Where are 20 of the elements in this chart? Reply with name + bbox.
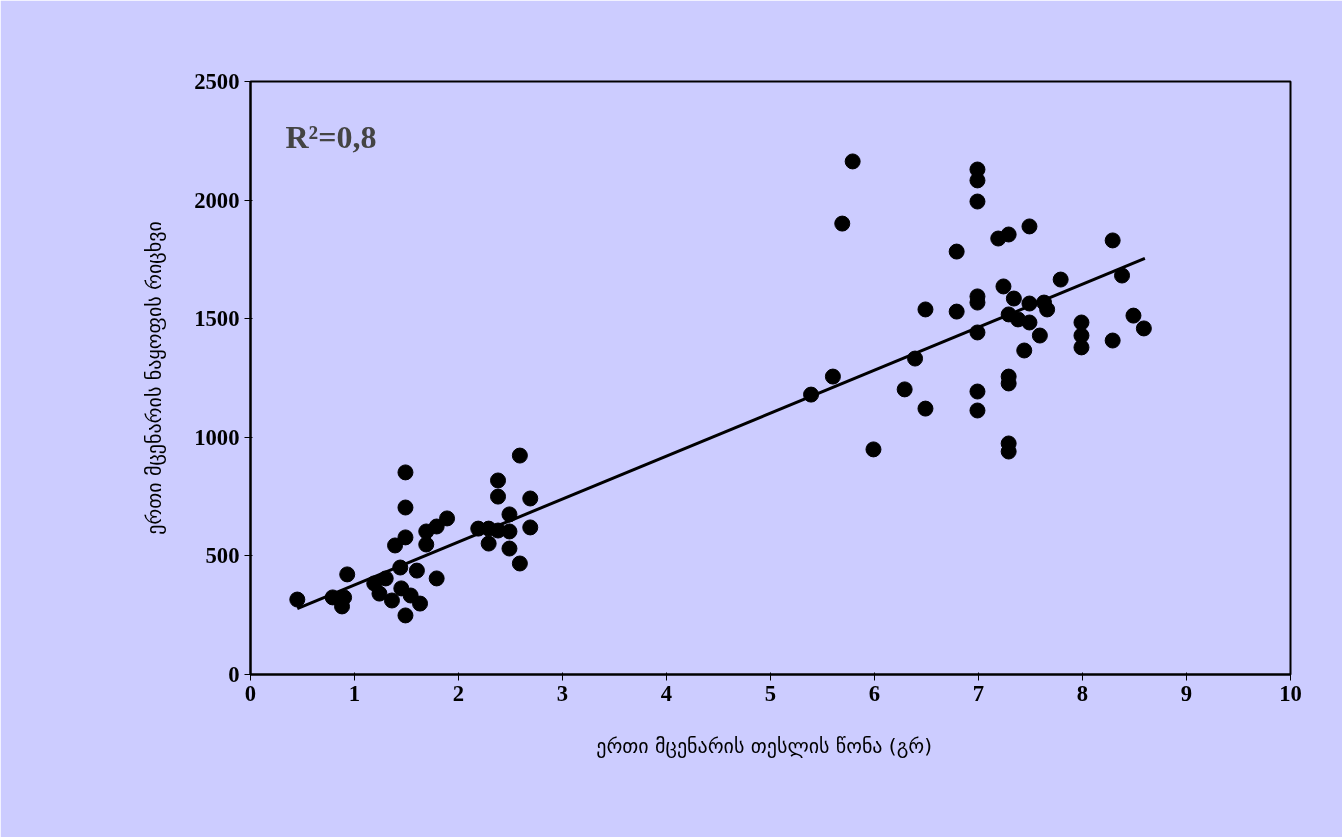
y-axis-title: ერთი მცენარის ნაყოფის რიცხვი	[142, 221, 167, 535]
x-tick-label: 6	[868, 680, 881, 706]
x-tick-label: 10	[1279, 680, 1302, 706]
x-axis-title: ერთი მცენარის თესლის წონა (გრ)	[596, 733, 933, 758]
y-tick-label: 2000	[194, 187, 240, 213]
x-tick-label: 3	[556, 680, 569, 706]
y-tick-label: 2500	[194, 69, 240, 94]
y-tick-label: 0	[228, 662, 240, 687]
x-tick-label: 5	[764, 680, 777, 706]
y-tick-label: 1000	[194, 424, 240, 450]
y-tick-label: 500	[205, 543, 240, 569]
x-tick-label: 9	[1180, 680, 1193, 706]
x-tick-label: 8	[1076, 680, 1089, 706]
x-tick-label: 7	[972, 680, 985, 706]
x-tick-label: 0	[244, 680, 257, 706]
annotation: R²=0,8	[285, 118, 377, 155]
y-tick-label: 1500	[194, 306, 240, 332]
x-tick-label: 1	[348, 680, 361, 706]
x-tick-label: 2	[452, 680, 465, 706]
x-tick-label: 4	[660, 680, 673, 706]
